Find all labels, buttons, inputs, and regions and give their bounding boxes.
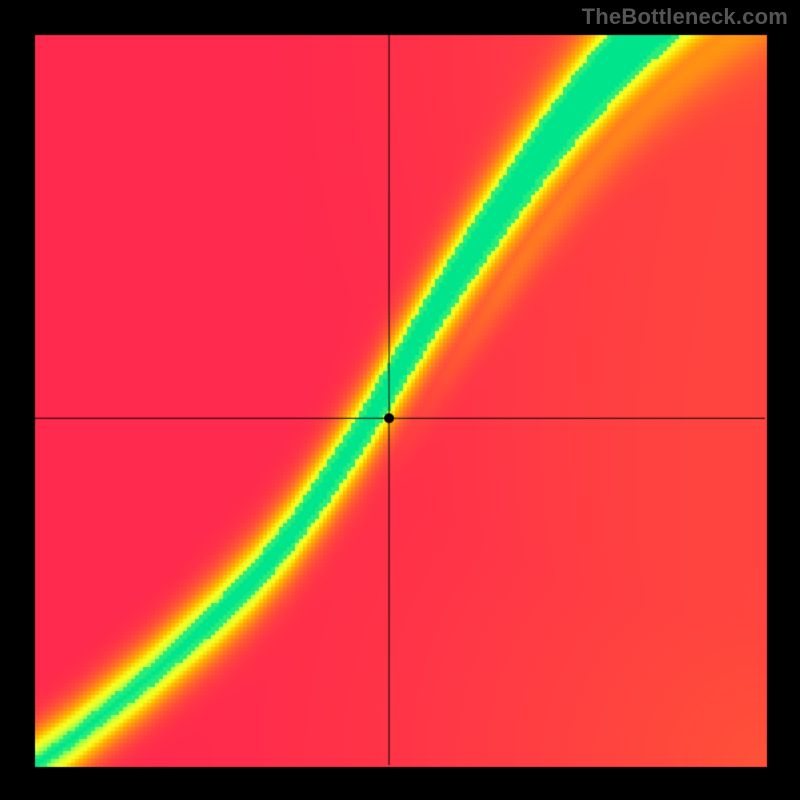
watermark-text: TheBottleneck.com: [582, 4, 788, 30]
heatmap-canvas: [0, 0, 800, 800]
chart-container: TheBottleneck.com: [0, 0, 800, 800]
